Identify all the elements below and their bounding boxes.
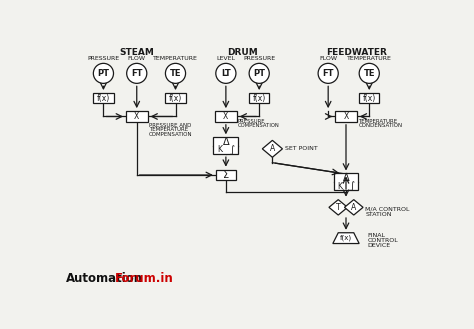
- Text: ∫: ∫: [229, 145, 235, 155]
- Text: FLOW: FLOW: [128, 56, 146, 61]
- Text: Δ: Δ: [223, 137, 229, 146]
- Text: CONTROL: CONTROL: [368, 238, 399, 243]
- Text: A: A: [351, 203, 356, 212]
- Text: DRUM: DRUM: [228, 48, 258, 57]
- Polygon shape: [329, 200, 347, 215]
- Text: PT: PT: [253, 69, 265, 78]
- Text: f(x): f(x): [253, 93, 266, 103]
- Text: FLOW: FLOW: [319, 56, 337, 61]
- Text: f(x): f(x): [363, 93, 376, 103]
- Text: LEVEL: LEVEL: [216, 56, 236, 61]
- Text: M/A CONTROL: M/A CONTROL: [365, 206, 410, 211]
- Text: Forum.in: Forum.in: [115, 272, 174, 285]
- Text: Σ: Σ: [223, 170, 229, 180]
- Text: FEEDWATER: FEEDWATER: [326, 48, 386, 57]
- Text: PT: PT: [98, 69, 109, 78]
- Bar: [359, 93, 379, 103]
- Text: X: X: [223, 112, 228, 121]
- Polygon shape: [262, 140, 283, 157]
- Bar: [249, 93, 269, 103]
- Circle shape: [127, 63, 147, 83]
- Text: STATION: STATION: [365, 212, 392, 217]
- Bar: [215, 111, 237, 122]
- Polygon shape: [345, 200, 363, 215]
- Polygon shape: [333, 233, 359, 243]
- Text: TEMPERATURE: TEMPERATURE: [149, 127, 188, 132]
- Text: f(x): f(x): [169, 93, 182, 103]
- Bar: [126, 111, 147, 122]
- Text: Δ: Δ: [343, 173, 349, 183]
- Text: PRESSURE AND: PRESSURE AND: [149, 123, 191, 128]
- Text: K: K: [337, 182, 342, 191]
- Text: LT: LT: [221, 69, 231, 78]
- Text: FINAL: FINAL: [368, 233, 386, 238]
- Text: COMPENSATION: COMPENSATION: [237, 123, 279, 128]
- Circle shape: [359, 63, 379, 83]
- Bar: [165, 93, 186, 103]
- Text: FT: FT: [131, 69, 143, 78]
- Bar: [213, 137, 238, 154]
- Text: T: T: [336, 203, 340, 212]
- Text: FT: FT: [322, 69, 334, 78]
- Text: f(x): f(x): [97, 93, 110, 103]
- Text: CONDENSATION: CONDENSATION: [358, 123, 402, 128]
- Bar: [216, 170, 236, 180]
- Text: X: X: [343, 112, 348, 121]
- Text: K: K: [217, 145, 222, 155]
- Bar: [334, 173, 358, 190]
- Text: X: X: [134, 112, 139, 121]
- Text: PRESSURE: PRESSURE: [237, 119, 265, 124]
- Text: ∫: ∫: [350, 181, 355, 191]
- Text: PRESSURE: PRESSURE: [243, 56, 275, 61]
- Text: TEMPERATURE: TEMPERATURE: [153, 56, 198, 61]
- Text: Automation: Automation: [65, 272, 143, 285]
- Circle shape: [93, 63, 113, 83]
- Text: STEAM: STEAM: [119, 48, 154, 57]
- Text: SET POINT: SET POINT: [285, 146, 318, 151]
- Text: DEVICE: DEVICE: [368, 243, 391, 248]
- Text: TEMPERATURE: TEMPERATURE: [358, 119, 398, 124]
- Text: TEMPERATURE: TEMPERATURE: [347, 56, 392, 61]
- Text: TE: TE: [364, 69, 375, 78]
- Text: COMPENSATION: COMPENSATION: [149, 132, 193, 137]
- Bar: [93, 93, 113, 103]
- Bar: [335, 111, 357, 122]
- Text: PRESSURE: PRESSURE: [87, 56, 119, 61]
- Text: f(x): f(x): [340, 235, 352, 241]
- Circle shape: [249, 63, 269, 83]
- Circle shape: [318, 63, 338, 83]
- Text: A: A: [270, 144, 275, 153]
- Circle shape: [165, 63, 186, 83]
- Text: TE: TE: [170, 69, 181, 78]
- Circle shape: [216, 63, 236, 83]
